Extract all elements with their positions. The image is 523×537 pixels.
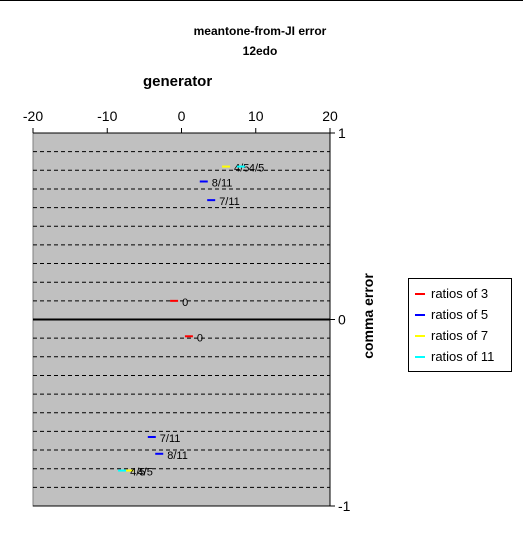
y-tick-label: 0 (338, 312, 346, 328)
data-label: 4/5 (249, 163, 264, 175)
x-tick-label: -20 (23, 108, 43, 124)
legend-label: ratios of 5 (431, 307, 489, 322)
data-label: 7/11 (219, 196, 240, 208)
data-label: 4/5 (234, 163, 249, 175)
data-label: 8/11 (212, 177, 233, 189)
top-border-line (0, 0, 523, 1)
x-tick-label: 20 (322, 108, 338, 124)
x-tick-label: -10 (97, 108, 117, 124)
legend-item-ratios-5: ratios of 5 (413, 304, 511, 325)
legend-swatch-blue (415, 313, 425, 316)
legend-item-ratios-11: ratios of 11 (413, 346, 511, 367)
x-tick-label: 0 (178, 108, 186, 124)
x-tick-label: 10 (248, 108, 264, 124)
data-label: 7/11 (160, 433, 181, 445)
data-label: 4/5 (130, 467, 145, 479)
x-axis-title: generator (143, 73, 213, 90)
data-label: 0 (197, 332, 203, 344)
data-label: 8/11 (167, 450, 188, 462)
legend-item-ratios-7: ratios of 7 (413, 325, 511, 346)
y-tick-label: -1 (338, 498, 351, 514)
legend-label: ratios of 3 (431, 286, 489, 301)
legend-swatch-cyan (415, 355, 425, 358)
data-label: 0 (182, 297, 188, 309)
legend-swatch-red (415, 292, 425, 295)
legend-label: ratios of 11 (431, 349, 495, 364)
legend-item-ratios-3: ratios of 3 (413, 283, 511, 304)
legend-label: ratios of 7 (431, 328, 489, 343)
chart-legend: ratios of 3 ratios of 5 ratios of 7 rati… (408, 278, 512, 372)
chart-subtitle: 12edo (242, 44, 278, 58)
legend-swatch-yellow (415, 334, 425, 337)
y-tick-label: 1 (338, 125, 346, 141)
chart-title: meantone-from-JI error (193, 24, 327, 38)
data-label: 4/5 (138, 467, 153, 479)
